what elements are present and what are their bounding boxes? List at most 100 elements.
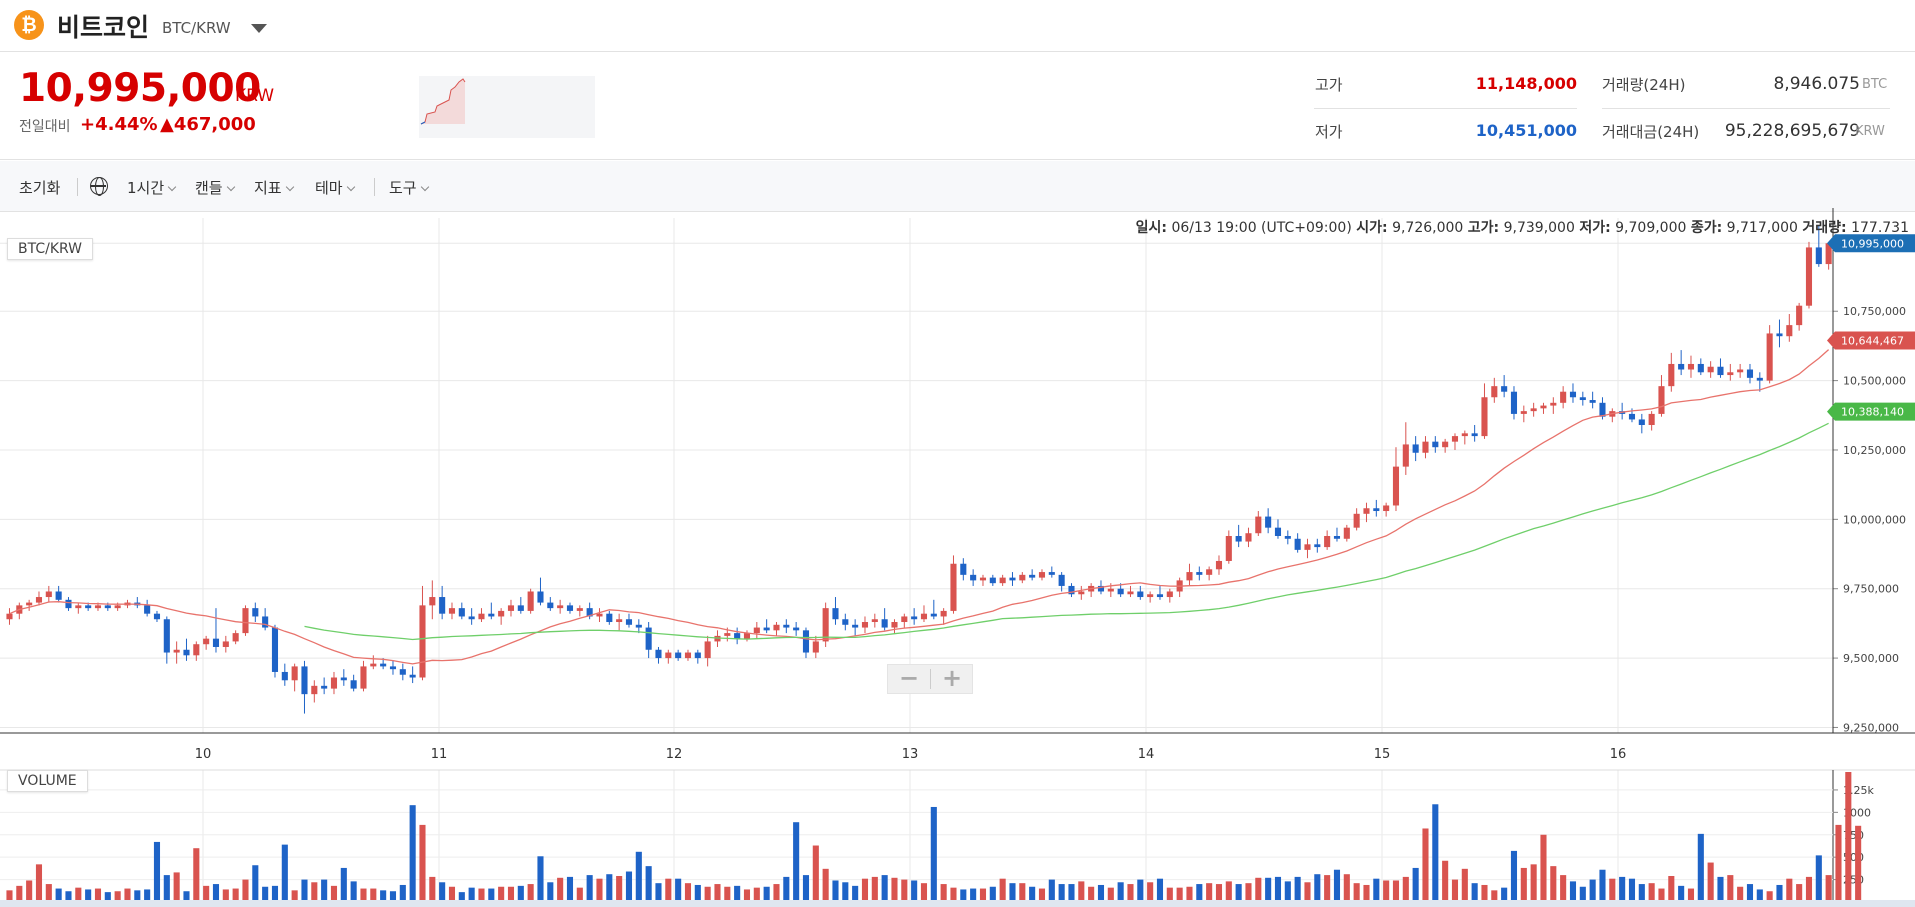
candle [1815, 247, 1822, 265]
amount-24h-label: 거래대금(24H) [1602, 123, 1700, 141]
candle [861, 622, 869, 628]
volume-bar [1442, 860, 1449, 902]
volume-bar [616, 876, 623, 902]
zoom-in-button[interactable]: + [941, 664, 963, 692]
volume-bar [16, 885, 23, 902]
candle [920, 613, 928, 620]
candle [1717, 366, 1724, 376]
volume-bar [1776, 884, 1783, 902]
candle [1491, 386, 1498, 398]
volume-bar [1117, 882, 1124, 902]
y-tick-label: 10,500,000 [1843, 375, 1906, 388]
volume-bar [1038, 888, 1046, 902]
candle-label: 캔들 [195, 179, 223, 197]
candle [26, 602, 33, 606]
coin-name: 비트코인 [57, 13, 150, 42]
volume-bar [940, 884, 947, 902]
sparkline-start-segment [420, 121, 426, 125]
ohlc-time: 06/13 19:00 (UTC+09:00) [1171, 220, 1352, 236]
stat-divider [1314, 108, 1577, 109]
x-tick-label: 15 [1374, 747, 1391, 762]
candle [665, 652, 672, 659]
candle [537, 591, 544, 603]
volume-bar [370, 888, 377, 902]
volume-bar [1737, 886, 1744, 902]
volume-bar [212, 884, 220, 902]
volume-bar [537, 856, 544, 902]
volume-bar [45, 884, 52, 902]
candle [832, 608, 839, 620]
ohlc-open-label: 시가: [1356, 220, 1388, 236]
candle [6, 613, 13, 620]
zoom-controls: − + [887, 664, 973, 694]
volume-bar [1461, 868, 1468, 902]
candle [1756, 377, 1763, 381]
volume-bar [85, 889, 92, 902]
volume-bar [1196, 884, 1203, 902]
candle [1215, 560, 1223, 570]
volume-bar [999, 878, 1006, 902]
candle-type-dropdown[interactable]: 캔들 [195, 177, 235, 198]
candle [1127, 591, 1134, 595]
candle [85, 605, 92, 609]
candle [203, 638, 210, 645]
volume-bar [1383, 880, 1390, 902]
candle [970, 574, 977, 581]
volume-bar [1530, 864, 1537, 902]
candle [429, 597, 436, 606]
change-label: 전일대비 [19, 119, 71, 135]
candle [979, 577, 987, 581]
candle [911, 616, 918, 620]
candle [675, 652, 682, 659]
candle [1265, 516, 1272, 528]
volume-bar [1127, 884, 1134, 902]
candle [724, 633, 731, 636]
volume-bar [1609, 878, 1616, 902]
volume-bar [26, 880, 33, 902]
sparkline-line [420, 78, 466, 125]
volume-bar [281, 844, 288, 902]
zoom-out-button[interactable]: − [898, 664, 920, 692]
theme-dropdown[interactable]: 테마 [315, 177, 355, 198]
tools-dropdown[interactable]: 도구 [389, 177, 429, 198]
volume-bar [75, 887, 82, 902]
amount-24h-value: 95,228,695,679 [1724, 121, 1860, 141]
candle [1501, 386, 1508, 392]
volume-bar [458, 892, 465, 902]
candle [773, 624, 780, 631]
volume-bar [1855, 825, 1862, 902]
candle [1255, 516, 1262, 534]
volume-bar [1727, 875, 1734, 902]
chart-scrollbar[interactable] [0, 900, 1915, 907]
candle [1147, 594, 1154, 598]
volume-bar [1835, 824, 1842, 902]
volume-bar [1825, 875, 1832, 902]
candle [1274, 527, 1282, 536]
candle [1530, 408, 1537, 412]
volume-bar [1156, 878, 1164, 902]
candle [645, 627, 652, 650]
indicator-dropdown[interactable]: 지표 [254, 177, 294, 198]
x-tick-label: 10 [195, 747, 212, 762]
volume-bar [1029, 886, 1036, 902]
volume-bar [1658, 888, 1665, 902]
candle [1363, 508, 1370, 514]
volume-bar [842, 882, 849, 902]
volume-bar [1756, 889, 1763, 902]
coin-select-dropdown-icon[interactable] [251, 24, 267, 33]
volume-bar [291, 890, 298, 902]
candle [1589, 400, 1596, 403]
volume-bar [1471, 883, 1478, 902]
volume-bar [1304, 882, 1311, 902]
change-percent: +4.44% [80, 114, 158, 135]
volume-bar [802, 875, 810, 902]
volume-bar [1451, 879, 1459, 902]
candle [439, 597, 446, 614]
interval-dropdown[interactable]: 1시간 [127, 177, 177, 198]
candle [1638, 419, 1645, 426]
reset-button[interactable]: 초기화 [19, 179, 61, 197]
amount-24h-unit: KRW [1855, 124, 1885, 139]
globe-icon[interactable] [90, 177, 108, 196]
candle [704, 641, 711, 659]
